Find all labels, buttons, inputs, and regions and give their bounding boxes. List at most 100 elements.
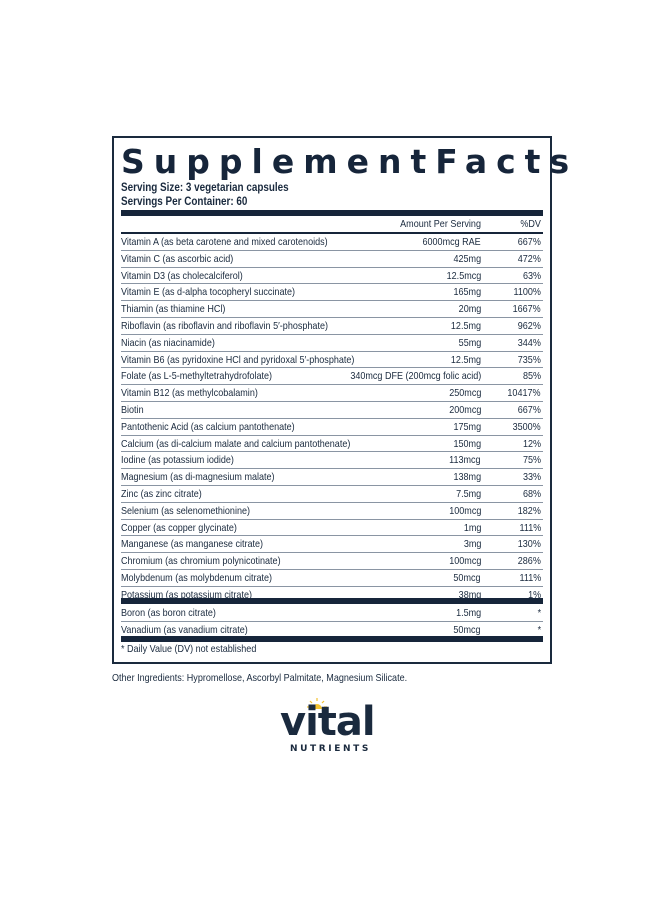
- nutrient-name: Potassium (as potassium citrate): [121, 588, 252, 601]
- nutrient-row: Vitamin E (as d-alpha tocopheryl succina…: [121, 284, 543, 302]
- nutrient-dv: 1667%: [512, 303, 541, 316]
- nutrient-dv: 962%: [517, 319, 541, 332]
- nutrient-amount: 100mcg: [448, 504, 481, 517]
- nutrient-name: Selenium (as selenomethionine): [121, 504, 250, 517]
- nutrient-row: Boron (as boron citrate) 1.5mg *: [121, 605, 543, 622]
- nutrient-amount: 12.5mg: [450, 319, 481, 332]
- nutrient-dv: 68%: [522, 487, 541, 500]
- nutrient-dv: 344%: [517, 336, 541, 349]
- nutrient-row: Potassium (as potassium citrate) 38mg 1%: [121, 587, 543, 604]
- nutrient-row: Vitamin C (as ascorbic acid) 425mg 472%: [121, 251, 543, 268]
- nutrient-amount: 6000mcg RAE: [422, 236, 481, 248]
- nutrient-amount: 165mg: [453, 286, 481, 299]
- brand-subtitle: NUTRIENTS: [290, 744, 371, 754]
- nutrient-amount: 1.5mg: [455, 607, 481, 619]
- nutrient-amount: 50mcg: [453, 623, 481, 636]
- nutrient-name: Iodine (as potassium iodide): [121, 454, 234, 467]
- nutrient-amount: 3mg: [463, 538, 481, 551]
- nutrient-dv: 735%: [517, 353, 541, 366]
- other-nutrient-list: Boron (as boron citrate) 1.5mg * Vanadium …: [121, 605, 543, 639]
- nutrient-amount: 340mcg DFE (200mcg folic acid): [350, 370, 481, 383]
- nutrient-name: Copper (as copper glycinate): [121, 521, 237, 534]
- nutrient-row: Manganese (as manganese citrate) 3mg 130%: [121, 536, 543, 554]
- nutrient-row: Biotin 200mcg 667%: [121, 402, 543, 419]
- nutrient-dv: 1%: [527, 588, 541, 601]
- divider-thin: [121, 232, 543, 234]
- header-amount: Amount Per Serving: [400, 218, 481, 230]
- nutrient-name: Thiamin (as thiamine HCl): [121, 303, 226, 316]
- nutrient-dv: 63%: [522, 269, 541, 282]
- nutrient-row: Riboflavin (as riboflavin and riboflavin…: [121, 318, 543, 335]
- column-header: Amount Per Serving %DV: [121, 216, 543, 232]
- nutrient-name: Vitamin C (as ascorbic acid): [121, 252, 234, 265]
- divider-thick: [121, 210, 543, 216]
- brand-name: vital: [280, 699, 376, 745]
- nutrient-dv: 667%: [517, 236, 541, 248]
- nutrient-row: Folate (as L-5-methyltetrahydrofolate) 34…: [121, 368, 543, 386]
- nutrient-name: Vitamin E (as d-alpha tocopheryl succina…: [121, 286, 296, 299]
- nutrient-row: Vanadium (as vanadium citrate) 50mcg *: [121, 622, 543, 639]
- nutrient-amount: 7.5mg: [455, 487, 481, 500]
- nutrient-row: Copper (as copper glycinate) 1mg 111%: [121, 520, 543, 537]
- nutrient-name: Folate (as L-5-methyltetrahydrofolate): [121, 370, 273, 383]
- nutrient-dv: 182%: [517, 504, 541, 517]
- nutrient-row: Zinc (as zinc citrate) 7.5mg 68%: [121, 486, 543, 503]
- other-ingredients: Other Ingredients: Hypromellose, Ascorby…: [112, 672, 408, 684]
- nutrient-dv: 3500%: [512, 420, 541, 433]
- nutrient-amount: 150mg: [453, 437, 481, 450]
- sun-icon: [307, 698, 327, 709]
- title-word-facts: Facts: [435, 142, 579, 181]
- nutrient-row: Vitamin A (as beta carotene and mixed ca…: [121, 234, 543, 251]
- supplement-facts-panel: Supplement Facts Serving Size: 3 vegetar…: [112, 136, 569, 664]
- nutrient-name: Molybdenum (as molybdenum citrate): [121, 571, 273, 584]
- nutrient-dv: *: [537, 623, 541, 636]
- nutrient-row: Selenium (as selenomethionine) 100mcg 182%: [121, 503, 543, 520]
- nutrient-row: Molybdenum (as molybdenum citrate) 50mcg 1…: [121, 570, 543, 587]
- nutrient-amount: 100mcg: [448, 555, 481, 568]
- nutrient-dv: 75%: [522, 454, 541, 467]
- nutrient-name: Vanadium (as vanadium citrate): [121, 623, 248, 636]
- divider-thick: [121, 636, 543, 642]
- nutrient-dv: 1100%: [513, 286, 541, 299]
- nutrient-name: Calcium (as di-calcium malate and calciu…: [121, 437, 351, 450]
- dv-footnote: * Daily Value (DV) not established: [121, 643, 257, 655]
- servings-per-container: Servings Per Container: 60: [121, 196, 248, 208]
- nutrient-name: Riboflavin (as riboflavin and riboflavin…: [121, 319, 328, 332]
- nutrient-name: Pantothenic Acid (as calcium pantothenat…: [121, 420, 295, 433]
- nutrient-dv: *: [537, 607, 541, 619]
- nutrient-row: Iodine (as potassium iodide) 113mcg 75%: [121, 452, 543, 470]
- nutrient-row: Magnesium (as di-magnesium malate) 138mg 3…: [121, 469, 543, 486]
- nutrient-amount: 1mg: [463, 521, 481, 534]
- nutrient-row: Niacin (as niacinamide) 55mg 344%: [121, 335, 543, 352]
- nutrient-dv: 111%: [519, 521, 541, 534]
- nutrient-name: Vitamin B12 (as methylcobalamin): [121, 387, 258, 400]
- nutrient-amount: 12.5mcg: [446, 269, 481, 282]
- header-dv: %DV: [520, 218, 541, 230]
- nutrient-row: Thiamin (as thiamine HCl) 20mg 1667%: [121, 301, 543, 318]
- nutrient-row: Vitamin B12 (as methylcobalamin) 250mcg 10…: [121, 385, 543, 402]
- nutrient-list: Vitamin A (as beta carotene and mixed ca…: [121, 234, 543, 604]
- divider-thick: [121, 598, 543, 604]
- nutrient-name: Biotin: [121, 403, 144, 416]
- nutrient-dv: 10417%: [507, 387, 541, 400]
- nutrient-row: Vitamin B6 (as pyridoxine HCl and pyrido…: [121, 352, 543, 369]
- nutrient-amount: 425mg: [453, 252, 481, 265]
- nutrient-dv: 33%: [522, 471, 541, 484]
- panel-title: Supplement Facts: [121, 142, 569, 182]
- nutrient-amount: 38mg: [458, 588, 481, 601]
- nutrient-name: Zinc (as zinc citrate): [121, 487, 202, 500]
- nutrient-amount: 113mcg: [449, 454, 481, 467]
- nutrient-name: Vitamin A (as beta carotene and mixed ca…: [121, 236, 328, 248]
- nutrient-amount: 250mcg: [448, 387, 481, 400]
- nutrient-row: Calcium (as di-calcium malate and calciu…: [121, 436, 543, 453]
- nutrient-dv: 111%: [519, 571, 541, 584]
- nutrient-row: Vitamin D3 (as cholecalciferol) 12.5mcg 63…: [121, 268, 543, 285]
- nutrient-row: Chromium (as chromium polynicotinate) 100…: [121, 553, 543, 570]
- serving-size: Serving Size: 3 vegetarian capsules: [121, 182, 289, 194]
- title-word-supplement: Supplement: [121, 142, 436, 181]
- nutrient-name: Vitamin B6 (as pyridoxine HCl and pyrido…: [121, 353, 355, 366]
- nutrient-name: Vitamin D3 (as cholecalciferol): [121, 269, 243, 282]
- nutrient-dv: 667%: [517, 403, 541, 416]
- nutrient-name: Chromium (as chromium polynicotinate): [121, 555, 281, 568]
- nutrient-dv: 130%: [517, 538, 541, 551]
